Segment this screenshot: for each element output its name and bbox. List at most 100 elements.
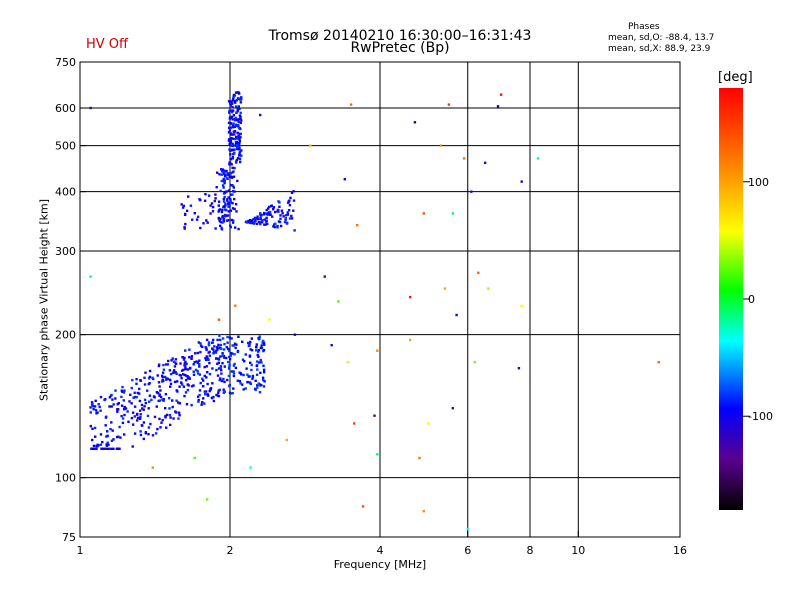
data-point [223,179,226,182]
data-point [133,395,136,399]
data-point [257,220,261,224]
data-point [214,351,218,354]
data-point [214,193,217,196]
data-point [226,177,229,180]
data-point [198,393,201,397]
data-point [182,204,185,208]
data-point [229,193,232,196]
data-point [229,116,233,119]
data-point [102,447,106,450]
data-point [240,96,243,99]
data-point [231,193,234,196]
data-point [237,144,240,147]
data-point [227,374,231,378]
data-point [231,102,234,105]
data-point [122,391,126,394]
data-point [90,401,94,404]
data-point [138,417,142,420]
data-point [236,106,240,110]
data-point [235,161,238,164]
data-point [517,367,521,370]
data-point [272,206,276,209]
data-point [210,202,214,205]
data-point [185,379,188,382]
data-point [215,357,218,360]
data-point [274,222,277,225]
data-point [232,372,236,375]
data-point [199,342,202,345]
data-point [217,200,221,203]
data-point [169,379,172,382]
data-point [261,376,265,379]
data-point [261,219,264,222]
data-point [227,131,231,134]
data-point [232,122,235,125]
data-point [251,377,254,381]
data-point [234,304,237,307]
data-point [184,374,188,377]
data-point [151,466,154,469]
data-point [230,337,233,340]
data-point [118,447,121,450]
data-point [237,91,240,94]
data-point [224,175,227,178]
data-point [234,226,237,229]
data-point [99,443,103,446]
data-point [146,414,150,418]
data-point [205,355,208,358]
data-point [245,367,248,370]
data-point [236,108,239,111]
data-point [487,287,490,290]
data-point [234,366,238,370]
data-point [121,417,125,420]
data-point [222,354,226,358]
data-point [219,208,222,211]
data-point [451,212,454,215]
data-point [179,374,182,377]
data-point [292,199,296,202]
data-point [231,157,235,160]
data-point [245,220,248,223]
data-point [182,358,186,361]
data-point [346,361,350,364]
data-point [232,109,235,112]
data-point [373,414,376,417]
data-point [222,220,226,223]
data-point [238,157,242,160]
data-point [156,374,159,377]
data-point [241,340,244,343]
data-point [220,210,224,214]
x-tick-label: 16 [673,544,687,557]
data-point [131,423,135,426]
data-point [92,408,95,411]
data-point [276,224,279,228]
data-point [197,400,200,403]
data-point [139,430,142,433]
data-point [205,338,209,342]
data-point [240,154,243,157]
data-point [143,383,147,386]
data-point [229,100,233,103]
data-point [91,402,94,406]
data-point [196,369,199,373]
data-point [230,370,234,373]
data-point [220,168,223,171]
data-point [286,213,290,216]
data-point [256,353,259,357]
data-point [154,432,158,435]
data-point [175,411,178,414]
data-point [231,184,235,187]
data-point [234,346,237,350]
x-tick-label: 2 [227,544,234,557]
data-point [227,189,231,192]
data-point [234,203,238,206]
data-point [217,217,220,220]
data-point [169,416,172,419]
data-point [203,402,206,405]
data-point [223,215,226,218]
data-point [97,403,100,406]
data-point [161,371,165,374]
colorbar-tick-label: 100 [748,176,769,189]
data-point [233,362,236,366]
data-point [235,343,238,346]
